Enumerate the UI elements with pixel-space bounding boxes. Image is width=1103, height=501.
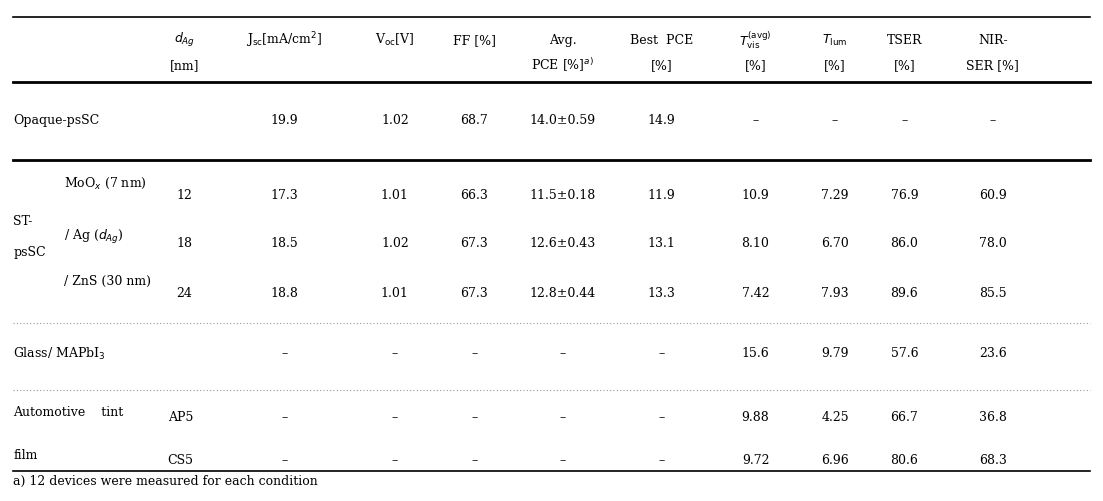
Text: –: – xyxy=(658,347,665,360)
Text: 68.3: 68.3 xyxy=(978,453,1007,466)
Text: 6.70: 6.70 xyxy=(821,236,849,249)
Text: ST-: ST- xyxy=(13,214,33,227)
Text: –: – xyxy=(471,453,478,466)
Text: [%]: [%] xyxy=(824,59,846,72)
Text: –: – xyxy=(832,114,838,127)
Text: J$_\mathrm{sc}$[mA/cm$^2$]: J$_\mathrm{sc}$[mA/cm$^2$] xyxy=(246,30,323,50)
Text: 18.5: 18.5 xyxy=(270,236,299,249)
Text: 36.8: 36.8 xyxy=(978,410,1007,423)
Text: NIR-: NIR- xyxy=(978,34,1007,47)
Text: –: – xyxy=(658,410,665,423)
Text: –: – xyxy=(901,114,908,127)
Text: [nm]: [nm] xyxy=(170,59,199,72)
Text: [%]: [%] xyxy=(745,59,767,72)
Text: 6.96: 6.96 xyxy=(821,453,849,466)
Text: –: – xyxy=(559,453,566,466)
Text: 1.01: 1.01 xyxy=(381,287,409,300)
Text: 67.3: 67.3 xyxy=(460,287,489,300)
Text: MoO$_x$ (7 nm): MoO$_x$ (7 nm) xyxy=(64,175,147,190)
Text: 67.3: 67.3 xyxy=(460,236,489,249)
Text: –: – xyxy=(658,453,665,466)
Text: –: – xyxy=(281,347,288,360)
Text: 76.9: 76.9 xyxy=(890,189,919,202)
Text: 9.88: 9.88 xyxy=(741,410,770,423)
Text: 1.02: 1.02 xyxy=(381,236,409,249)
Text: –: – xyxy=(392,453,398,466)
Text: 80.6: 80.6 xyxy=(890,453,919,466)
Text: 18: 18 xyxy=(176,236,192,249)
Text: Glass/ MAPbI$_3$: Glass/ MAPbI$_3$ xyxy=(13,345,106,361)
Text: 7.93: 7.93 xyxy=(821,287,849,300)
Text: –: – xyxy=(471,410,478,423)
Text: [%]: [%] xyxy=(651,59,673,72)
Text: 1.01: 1.01 xyxy=(381,189,409,202)
Text: 13.3: 13.3 xyxy=(647,287,676,300)
Text: 9.72: 9.72 xyxy=(742,453,769,466)
Text: 68.7: 68.7 xyxy=(460,114,489,127)
Text: 17.3: 17.3 xyxy=(270,189,299,202)
Text: –: – xyxy=(471,347,478,360)
Text: V$_\mathrm{oc}$[V]: V$_\mathrm{oc}$[V] xyxy=(375,32,415,48)
Text: a) 12 devices were measured for each condition: a) 12 devices were measured for each con… xyxy=(13,474,318,487)
Text: PCE [%]$^{a)}$: PCE [%]$^{a)}$ xyxy=(531,56,595,74)
Text: 10.9: 10.9 xyxy=(741,189,770,202)
Text: 57.6: 57.6 xyxy=(890,347,919,360)
Text: 8.10: 8.10 xyxy=(741,236,770,249)
Text: 4.25: 4.25 xyxy=(821,410,849,423)
Text: –: – xyxy=(989,114,996,127)
Text: 60.9: 60.9 xyxy=(978,189,1007,202)
Text: 14.9: 14.9 xyxy=(647,114,676,127)
Text: 78.0: 78.0 xyxy=(978,236,1007,249)
Text: 89.6: 89.6 xyxy=(890,287,919,300)
Text: 9.79: 9.79 xyxy=(822,347,848,360)
Text: –: – xyxy=(281,410,288,423)
Text: / Ag ($d_{Ag}$): / Ag ($d_{Ag}$) xyxy=(64,227,124,245)
Text: 15.6: 15.6 xyxy=(741,347,770,360)
Text: –: – xyxy=(392,347,398,360)
Text: 19.9: 19.9 xyxy=(270,114,299,127)
Text: FF [%]: FF [%] xyxy=(453,34,495,47)
Text: –: – xyxy=(559,410,566,423)
Text: 11.9: 11.9 xyxy=(647,189,676,202)
Text: –: – xyxy=(559,347,566,360)
Text: 24: 24 xyxy=(176,287,192,300)
Text: AP5: AP5 xyxy=(168,410,193,423)
Text: 85.5: 85.5 xyxy=(978,287,1007,300)
Text: Best  PCE: Best PCE xyxy=(630,34,694,47)
Text: $d_{Ag}$: $d_{Ag}$ xyxy=(173,31,195,49)
Text: 7.42: 7.42 xyxy=(741,287,770,300)
Text: 14.0±0.59: 14.0±0.59 xyxy=(529,114,596,127)
Text: film: film xyxy=(13,448,38,461)
Text: 18.8: 18.8 xyxy=(270,287,299,300)
Text: –: – xyxy=(752,114,759,127)
Text: SER [%]: SER [%] xyxy=(966,59,1019,72)
Text: 7.29: 7.29 xyxy=(822,189,848,202)
Text: 12: 12 xyxy=(176,189,192,202)
Text: CS5: CS5 xyxy=(168,453,194,466)
Text: 1.02: 1.02 xyxy=(381,114,409,127)
Text: 12.8±0.44: 12.8±0.44 xyxy=(529,287,596,300)
Text: Opaque-psSC: Opaque-psSC xyxy=(13,114,99,127)
Text: 66.3: 66.3 xyxy=(460,189,489,202)
Text: 13.1: 13.1 xyxy=(647,236,676,249)
Text: Avg.: Avg. xyxy=(548,34,577,47)
Text: [%]: [%] xyxy=(893,59,915,72)
Text: $T_\mathrm{vis}^\mathrm{(avg)}$: $T_\mathrm{vis}^\mathrm{(avg)}$ xyxy=(739,29,772,51)
Text: –: – xyxy=(392,410,398,423)
Text: TSER: TSER xyxy=(887,34,922,47)
Text: 66.7: 66.7 xyxy=(890,410,919,423)
Text: 23.6: 23.6 xyxy=(978,347,1007,360)
Text: psSC: psSC xyxy=(13,245,46,258)
Text: 86.0: 86.0 xyxy=(890,236,919,249)
Text: 12.6±0.43: 12.6±0.43 xyxy=(529,236,596,249)
Text: $T_\mathrm{lum}$: $T_\mathrm{lum}$ xyxy=(823,33,847,48)
Text: 11.5±0.18: 11.5±0.18 xyxy=(529,189,596,202)
Text: / ZnS (30 nm): / ZnS (30 nm) xyxy=(64,274,151,287)
Text: Automotive    tint: Automotive tint xyxy=(13,405,124,418)
Text: –: – xyxy=(281,453,288,466)
